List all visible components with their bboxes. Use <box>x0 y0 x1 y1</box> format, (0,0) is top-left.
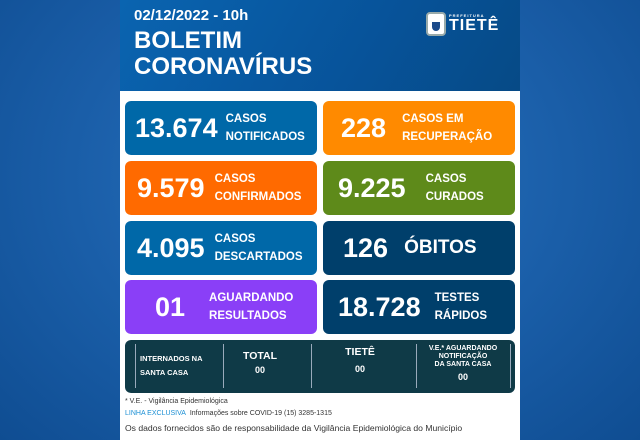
stat-value: 4.095 <box>137 232 205 263</box>
stat-value: 18.728 <box>338 291 421 322</box>
title-line-2: CORONAVÍRUS <box>134 53 313 80</box>
stat-recovering: 228 CASOS EM RECUPERAÇÃO <box>323 101 515 155</box>
bulletin-date: 02/12/2022 - 10h <box>134 7 249 24</box>
footnote: * V.E. - Vigilância Epidemiológica <box>125 398 228 405</box>
tiete-column: TIETÊ 00 <box>345 346 375 374</box>
logo-small-text: PREFEITURA <box>449 13 485 18</box>
divider <box>510 344 511 388</box>
divider <box>416 344 417 388</box>
total-column: TOTAL 00 <box>242 350 278 375</box>
stat-label: CASOS <box>214 173 256 185</box>
stat-label: DESCARTADOS <box>214 251 303 263</box>
stat-label: RECUPERAÇÃO <box>402 131 493 143</box>
stat-label: CASOS <box>225 113 267 125</box>
stat-label: AGUARDANDO <box>209 292 294 304</box>
hotline: LINHA EXCLUSIVA Informações sobre COVID-… <box>125 410 515 417</box>
stat-value: 9.225 <box>338 172 406 203</box>
hotline-label: LINHA EXCLUSIVA <box>125 410 186 417</box>
divider <box>223 344 224 388</box>
divider <box>135 344 136 388</box>
stat-discarded: 4.095 CASOS DESCARTADOS <box>125 221 317 275</box>
stat-awaiting: 01 AGUARDANDO RESULTADOS <box>125 280 317 334</box>
divider <box>311 344 312 388</box>
stat-value: 01 <box>155 291 186 322</box>
title-line-1: BOLETIM <box>134 27 242 54</box>
stat-confirmed: 9.579 CASOS CONFIRMADOS <box>125 161 317 215</box>
stat-deaths: 126 ÓBITOS <box>323 221 515 275</box>
stat-label: CASOS <box>214 233 256 245</box>
stat-label: CURADOS <box>425 191 484 203</box>
stat-label: RÁPIDOS <box>434 310 487 322</box>
stat-label: TESTES <box>434 292 480 304</box>
bulletin-card: 02/12/2022 - 10h BOLETIM CORONAVÍRUS PRE… <box>120 0 520 440</box>
stat-value: 9.579 <box>137 172 205 203</box>
stat-label: CASOS EM <box>402 113 464 125</box>
ve-column: V.E.* AGUARDANDO NOTIFICAÇÃO DA SANTA CASA… <box>428 345 498 382</box>
header: 02/12/2022 - 10h BOLETIM CORONAVÍRUS PRE… <box>120 0 520 91</box>
stat-cured: 9.225 CASOS CURADOS <box>323 161 515 215</box>
stat-label: CASOS <box>425 173 467 185</box>
stat-label: ÓBITOS <box>404 237 477 258</box>
hospitalized-panel: INTERNADOS NA SANTA CASA TOTAL 00 TIETÊ 00 … <box>125 340 515 393</box>
stat-rapid-tests: 18.728 TESTES RÁPIDOS <box>323 280 515 334</box>
stat-notified: 13.674 CASOS NOTIFICADOS <box>125 101 317 155</box>
stat-label: NOTIFICADOS <box>225 131 305 143</box>
logo-big-text: TIETÊ <box>449 17 500 34</box>
stat-label: CONFIRMADOS <box>214 191 302 203</box>
hospitalized-label: INTERNADOS NA SANTA CASA <box>140 354 203 377</box>
stat-value: 228 <box>341 112 387 143</box>
stat-value: 13.674 <box>135 112 218 143</box>
prefeitura-logo: PREFEITURA TIETÊ <box>426 12 499 36</box>
disclaimer: Os dados fornecidos são de responsabilid… <box>125 423 463 433</box>
hotline-text: Informações sobre COVID-19 (15) 3285-131… <box>189 410 332 417</box>
stat-label: RESULTADOS <box>209 310 287 322</box>
coat-of-arms-icon <box>426 12 446 36</box>
bulletin-title: BOLETIM CORONAVÍRUS <box>134 28 312 80</box>
stat-value: 126 <box>343 232 389 263</box>
